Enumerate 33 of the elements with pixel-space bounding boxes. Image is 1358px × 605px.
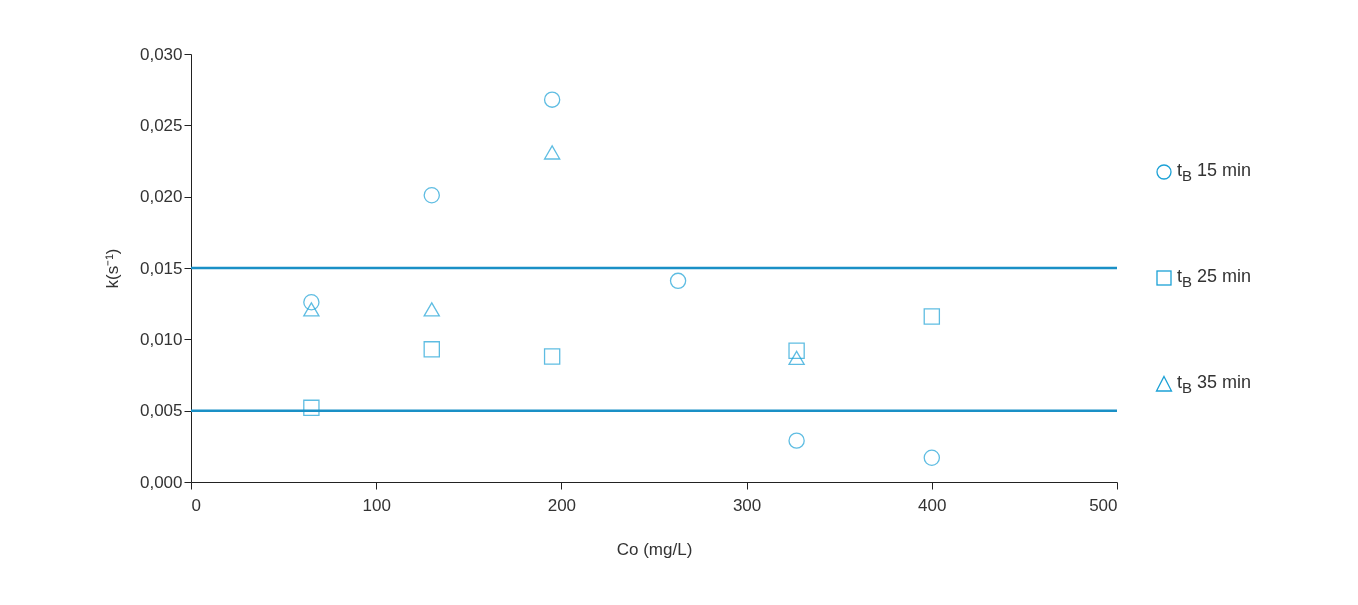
point (303, 399, 320, 417)
point (923, 449, 941, 466)
y-tick-label: 0,010 (139, 329, 183, 349)
y-axis-title: k(s⁻¹) (102, 248, 122, 289)
point (543, 91, 561, 108)
point (423, 187, 440, 204)
point (669, 272, 687, 290)
legend-label: t$_{B}$ 35 min (1177, 372, 1252, 396)
point (423, 302, 440, 317)
y-tick-label: 0,020 (139, 187, 183, 207)
y-tick-label: 0,015 (139, 258, 183, 278)
point (423, 341, 440, 358)
x-tick-label: 0 (191, 495, 201, 515)
point (303, 294, 320, 311)
y-tick-label: 0,025 (139, 115, 183, 135)
x-tick-label: 300 (732, 495, 762, 515)
y-tick-label: 0,030 (139, 44, 183, 64)
point (303, 302, 320, 317)
point (788, 432, 805, 449)
y-tick-label: 0,005 (139, 401, 183, 421)
x-tick-label: 500 (1089, 495, 1118, 515)
y-tick-label: 0,000 (139, 472, 183, 492)
x-tick-label: 100 (362, 495, 391, 515)
point (788, 350, 805, 366)
point (788, 342, 805, 359)
x-axis-title: Co (mg/L) (616, 539, 693, 559)
point (923, 308, 941, 325)
x-tick-label: 200 (547, 495, 577, 515)
x-tick-label: 400 (918, 495, 947, 515)
point (543, 348, 561, 365)
point (543, 145, 561, 160)
legend-label: t$_{B}$ 25 min (1177, 266, 1252, 290)
legend-label: t$_{B}$ 15 min (1177, 160, 1252, 184)
